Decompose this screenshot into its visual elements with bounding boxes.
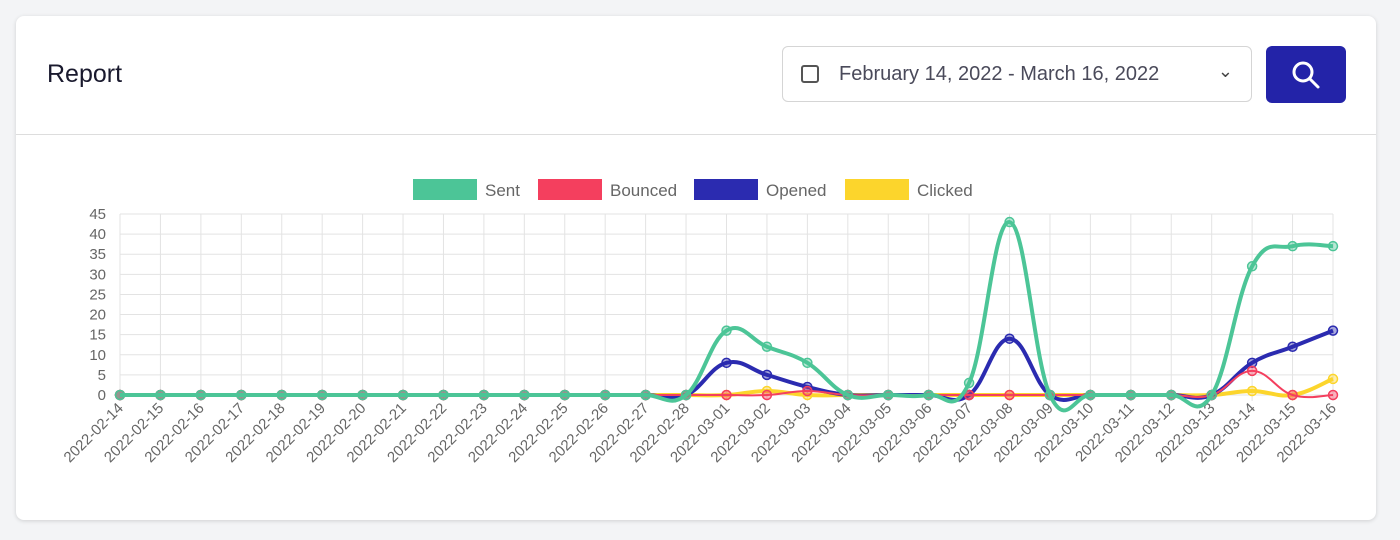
data-point-sent bbox=[599, 389, 611, 401]
y-tick-label: 30 bbox=[89, 266, 106, 283]
data-point-sent bbox=[680, 389, 692, 401]
report-card: Report February 14, 2022 - March 16, 202… bbox=[16, 16, 1376, 520]
date-range-picker[interactable]: February 14, 2022 - March 16, 2022 ⌄ bbox=[782, 46, 1252, 102]
data-point-sent bbox=[963, 377, 975, 389]
data-point-sent bbox=[397, 389, 409, 401]
data-point-opened bbox=[1327, 325, 1339, 336]
y-tick-label: 20 bbox=[89, 307, 106, 324]
y-tick-label: 45 bbox=[89, 206, 106, 223]
data-point-sent bbox=[1004, 216, 1015, 228]
data-point-sent bbox=[721, 325, 732, 336]
legend-label: Opened bbox=[766, 181, 827, 200]
data-point-sent bbox=[1287, 240, 1298, 252]
data-point-opened bbox=[1246, 357, 1258, 369]
date-range-value: February 14, 2022 - March 16, 2022 bbox=[839, 62, 1160, 85]
card-header: Report February 14, 2022 - March 16, 202… bbox=[16, 16, 1376, 135]
legend-label: Sent bbox=[485, 181, 520, 200]
data-point-clicked bbox=[1327, 373, 1339, 385]
y-tick-label: 25 bbox=[89, 286, 106, 303]
y-tick-label: 5 bbox=[98, 367, 106, 384]
data-point-bounced bbox=[1004, 389, 1015, 401]
data-point-sent bbox=[923, 389, 934, 401]
y-tick-label: 0 bbox=[98, 387, 106, 404]
series-line-sent bbox=[119, 220, 1334, 413]
y-tick-label: 35 bbox=[89, 246, 106, 263]
data-point-clicked bbox=[1246, 385, 1258, 397]
data-point-bounced bbox=[721, 389, 732, 401]
data-point-sent bbox=[236, 389, 247, 401]
data-point-sent bbox=[882, 389, 894, 401]
data-point-sent bbox=[802, 357, 813, 369]
data-point-sent bbox=[155, 389, 166, 401]
legend-swatch bbox=[694, 179, 758, 200]
data-point-sent bbox=[761, 341, 773, 352]
data-point-sent bbox=[842, 389, 854, 401]
data-point-bounced bbox=[761, 389, 773, 401]
data-point-sent bbox=[1246, 261, 1258, 272]
page-title: Report bbox=[47, 60, 123, 88]
data-point-opened bbox=[761, 369, 773, 381]
search-icon bbox=[1292, 61, 1320, 88]
data-point-bounced bbox=[963, 389, 975, 401]
y-tick-label: 40 bbox=[89, 226, 106, 243]
data-point-sent bbox=[114, 389, 126, 401]
data-point-bounced bbox=[1287, 389, 1298, 401]
legend-swatch bbox=[845, 179, 909, 200]
data-point-sent bbox=[559, 389, 571, 401]
legend-label: Clicked bbox=[917, 181, 973, 200]
y-tick-label: 15 bbox=[89, 327, 106, 344]
data-point-sent bbox=[357, 389, 368, 401]
data-point-sent bbox=[519, 389, 530, 401]
data-point-sent bbox=[1206, 389, 1217, 401]
data-point-sent bbox=[1044, 389, 1056, 401]
data-point-sent bbox=[316, 389, 328, 401]
data-point-sent bbox=[1166, 389, 1177, 401]
data-point-sent bbox=[438, 389, 449, 401]
search-button[interactable] bbox=[1266, 46, 1346, 103]
data-point-opened bbox=[1287, 341, 1298, 352]
data-point-sent bbox=[1085, 389, 1096, 401]
data-point-sent bbox=[276, 389, 287, 401]
calendar-icon bbox=[801, 65, 819, 83]
data-point-sent bbox=[1327, 240, 1339, 252]
data-point-bounced bbox=[802, 385, 813, 397]
data-point-sent bbox=[640, 389, 651, 401]
data-point-sent bbox=[478, 389, 490, 401]
data-point-bounced bbox=[1246, 365, 1258, 377]
legend-label: Bounced bbox=[610, 181, 677, 200]
legend-swatch bbox=[538, 179, 602, 200]
data-point-bounced bbox=[1327, 389, 1339, 401]
data-point-opened bbox=[1004, 333, 1015, 344]
data-point-sent bbox=[195, 389, 207, 401]
legend-swatch bbox=[413, 179, 477, 200]
y-tick-label: 10 bbox=[89, 347, 106, 364]
chevron-down-icon: ⌄ bbox=[1217, 61, 1233, 81]
data-point-opened bbox=[721, 357, 732, 369]
data-point-sent bbox=[1125, 389, 1137, 401]
